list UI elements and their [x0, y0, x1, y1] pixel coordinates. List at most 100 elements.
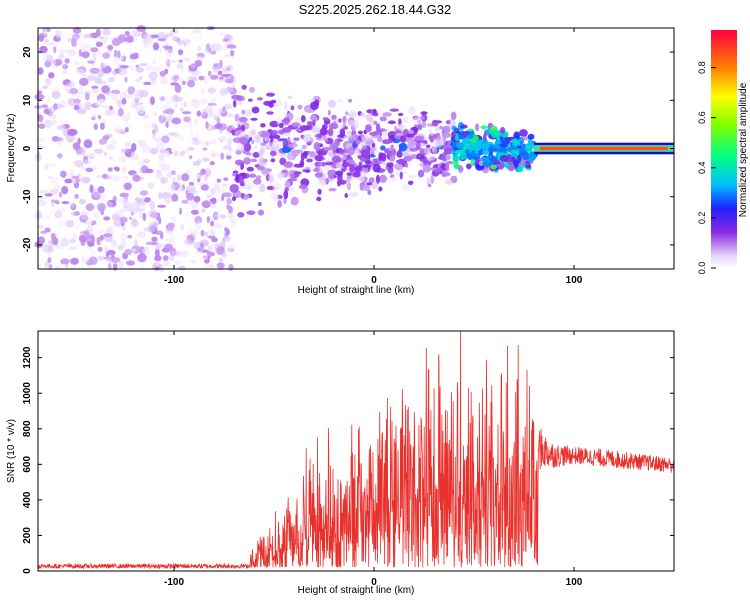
y-tick-label: 1200: [22, 346, 33, 369]
spectrogram-y-ticks: -20 -10 0 10 20: [22, 46, 674, 252]
spectral-blob: [213, 63, 219, 68]
spectral-blob: [143, 114, 149, 120]
spectral-blob: [119, 65, 129, 69]
spectral-blob: [158, 48, 163, 54]
spectral-blob: [370, 181, 379, 190]
spectral-blob: [176, 77, 185, 82]
spectral-blob: [285, 151, 293, 161]
spectral-blob: [61, 201, 70, 205]
spectral-blob: [68, 246, 78, 250]
spectral-blob: [221, 195, 225, 201]
spectral-blob: [382, 112, 392, 117]
spectral-blob: [226, 244, 234, 253]
spectral-blob: [37, 199, 47, 207]
spectral-blob: [90, 47, 99, 53]
spectral-blob: [378, 152, 383, 161]
snr-y-ticks: 0 200 400 600 800 1000 1200: [22, 346, 674, 574]
spectral-blob: [85, 203, 95, 212]
spectral-blob: [243, 143, 252, 152]
spectral-blob: [57, 208, 67, 212]
spectral-blob: [216, 178, 221, 183]
spectral-blob: [102, 135, 110, 140]
spectral-blob: [168, 111, 173, 117]
spectral-blob: [189, 98, 200, 103]
spectral-blob: [136, 231, 146, 238]
spectral-blob: [186, 192, 195, 201]
spectral-blob: [48, 106, 56, 114]
spectral-blob: [171, 117, 181, 125]
spectral-blob: [157, 38, 167, 42]
y-tick-label: 1000: [22, 382, 33, 405]
colorbar-tick-label: 0.8: [697, 61, 707, 74]
spectral-blob: [160, 76, 168, 85]
spectral-blob: [437, 156, 445, 160]
spectral-blob: [67, 98, 77, 106]
spectral-blob: [73, 160, 84, 168]
spectral-blob: [89, 250, 96, 255]
spectral-blob: [122, 174, 129, 179]
spectral-blob: [241, 192, 245, 199]
spectral-blob: [135, 105, 145, 115]
spectral-blob: [79, 38, 84, 48]
spectral-blob: [301, 144, 307, 150]
spectral-blob: [243, 157, 251, 165]
spectral-blob: [103, 216, 111, 221]
spectral-blob: [98, 138, 108, 145]
snr-panel: -100 0 100 0 200 400 600 800 1000 1200 Height of…: [6, 330, 675, 596]
spectral-blob: [96, 175, 103, 179]
spectral-blob: [293, 137, 300, 141]
spectral-blob: [162, 45, 173, 50]
spectral-blob: [38, 224, 44, 229]
spectral-blob: [189, 102, 196, 107]
spectral-blob: [133, 200, 141, 210]
spectral-blob: [323, 137, 328, 142]
spectral-blob: [132, 174, 141, 182]
spectral-blob: [417, 161, 424, 168]
spectral-blob: [181, 199, 189, 204]
spectral-blob: [71, 175, 80, 179]
spectral-blob: [187, 226, 193, 235]
spectral-blob: [107, 49, 113, 53]
spectral-blob: [270, 99, 277, 104]
spectral-blob: [214, 214, 224, 218]
spectral-blob: [493, 143, 498, 148]
spectral-blob: [71, 38, 77, 47]
spectral-blob: [91, 85, 99, 89]
spectral-blob: [490, 164, 497, 170]
spectral-blob: [360, 142, 367, 150]
spectral-blob: [432, 146, 438, 154]
spectral-blob: [143, 43, 149, 49]
spectral-blob: [467, 132, 474, 140]
spectral-blob: [407, 140, 418, 148]
spectral-blob: [121, 165, 127, 174]
spectral-blob: [197, 221, 201, 229]
spectral-blob: [133, 88, 142, 98]
spectral-blob: [207, 244, 212, 253]
snr-y-label: SNR (10 * v/v): [6, 419, 17, 483]
spectral-blob: [165, 200, 171, 205]
spectral-blob: [359, 112, 365, 117]
y-tick-label: 800: [22, 420, 33, 437]
spectral-blob: [58, 137, 65, 142]
spectral-blob: [393, 163, 404, 171]
spectrogram-x-label: Height of straight line (km): [298, 285, 415, 296]
spectral-blob: [54, 264, 61, 272]
spectral-blob: [189, 125, 193, 134]
colorbar: 0.0 0.2 0.4 0.6 0.8 Normalized spectral ampl…: [697, 30, 749, 274]
spectral-blob: [97, 202, 106, 212]
spectral-blob: [527, 138, 532, 145]
spectral-blob: [245, 152, 253, 156]
spectral-blob: [37, 67, 44, 75]
spectral-blob: [257, 201, 262, 207]
spectral-blob: [372, 163, 381, 173]
spectral-blob: [229, 184, 239, 193]
spectral-blob: [399, 142, 408, 152]
spectral-blob: [74, 69, 85, 74]
spectral-blob: [47, 95, 52, 103]
spectral-blob: [48, 72, 55, 79]
spectral-blob: [292, 140, 297, 148]
spectral-blob: [42, 85, 48, 90]
spectral-blob: [81, 43, 91, 52]
spectral-blob: [142, 247, 151, 255]
spectral-blob: [270, 150, 277, 157]
